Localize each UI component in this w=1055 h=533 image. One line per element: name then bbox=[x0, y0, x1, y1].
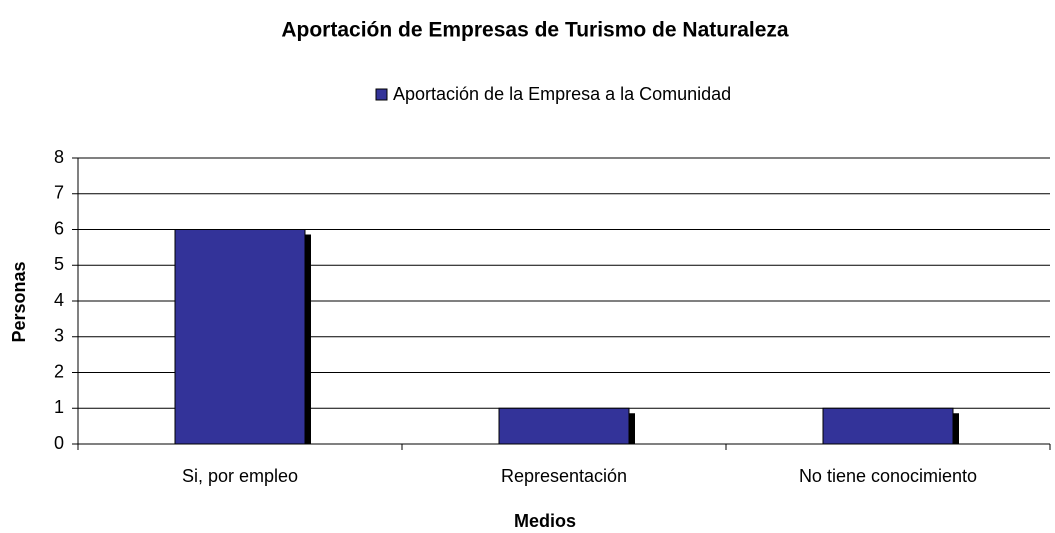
y-tick-label: 3 bbox=[54, 326, 64, 346]
y-tick-label: 6 bbox=[54, 218, 64, 238]
y-tick-label: 1 bbox=[54, 397, 64, 417]
legend-swatch bbox=[375, 88, 388, 101]
y-tick-label: 4 bbox=[54, 290, 64, 310]
bar bbox=[174, 229, 306, 445]
x-tick-label: Representación bbox=[501, 466, 627, 486]
y-tick-label: 5 bbox=[54, 254, 64, 274]
y-axis-title: Personas bbox=[9, 261, 29, 342]
y-tick-label: 2 bbox=[54, 361, 64, 381]
bar bbox=[822, 407, 954, 445]
x-axis-title: Medios bbox=[514, 511, 576, 531]
bar bbox=[498, 407, 630, 445]
chart-title: Aportación de Empresas de Turismo de Nat… bbox=[281, 19, 789, 42]
y-tick-label: 7 bbox=[54, 183, 64, 203]
y-tick-label: 0 bbox=[54, 433, 64, 453]
legend-label: Aportación de la Empresa a la Comunidad bbox=[393, 84, 731, 104]
x-tick-label: No tiene conocimiento bbox=[799, 466, 977, 486]
y-tick-label: 8 bbox=[54, 147, 64, 167]
x-tick-label: Si, por empleo bbox=[182, 466, 298, 486]
